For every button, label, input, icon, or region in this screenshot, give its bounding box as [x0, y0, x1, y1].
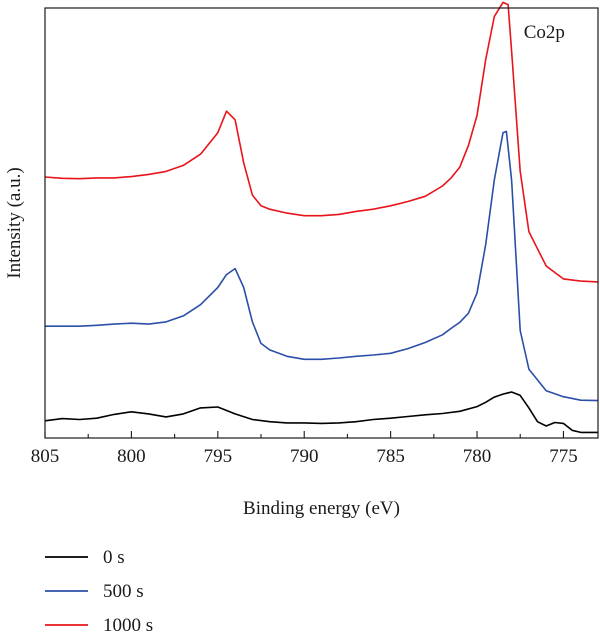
legend-label: 500 s	[103, 581, 144, 602]
x-tick-label: 795	[204, 446, 233, 467]
series-line-0	[44, 391, 598, 434]
x-tick-label: 775	[549, 446, 578, 467]
series-line-2	[44, 1, 599, 283]
plot-frame	[44, 7, 599, 439]
series-line-1	[45, 130, 599, 402]
peak-annotation: Co2p	[524, 22, 565, 43]
x-tick-label: 780	[463, 446, 492, 467]
y-axis-label: Intensity (a.u.)	[4, 167, 25, 278]
x-tick-label: 790	[290, 446, 319, 467]
legend-label: 1000 s	[103, 615, 153, 636]
x-tick-layer: 805 800 795 790 785 780 775	[31, 431, 578, 467]
series-layer	[44, 1, 599, 434]
x-tick-label: 805	[31, 446, 60, 467]
legend: 0 s 500 s 1000 s	[45, 547, 153, 636]
x-axis-label: Binding energy (eV)	[243, 498, 400, 519]
legend-label: 0 s	[103, 547, 125, 568]
x-tick-label: 800	[117, 446, 146, 467]
x-tick-label: 785	[376, 446, 405, 467]
